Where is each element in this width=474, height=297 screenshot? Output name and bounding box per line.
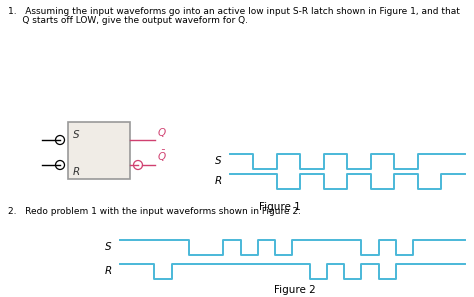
- Text: 2.   Redo problem 1 with the input waveforms shown in Figure 2.: 2. Redo problem 1 with the input wavefor…: [8, 207, 301, 216]
- Text: S: S: [73, 130, 80, 140]
- Text: Figure 1: Figure 1: [259, 202, 301, 212]
- Text: Figure 2: Figure 2: [274, 285, 316, 295]
- Text: S: S: [215, 156, 222, 166]
- Text: $\bar{Q}$: $\bar{Q}$: [157, 149, 167, 164]
- Text: 1.   Assuming the input waveforms go into an active low input S-R latch shown in: 1. Assuming the input waveforms go into …: [8, 7, 460, 16]
- Text: R: R: [73, 167, 80, 177]
- Text: Q starts off LOW, give the output waveform for Q.: Q starts off LOW, give the output wavefo…: [8, 16, 248, 25]
- Text: $Q$: $Q$: [157, 126, 167, 139]
- Text: R: R: [215, 176, 222, 186]
- Text: S: S: [105, 242, 112, 252]
- Bar: [68, 122, 130, 179]
- Text: R: R: [105, 266, 112, 276]
